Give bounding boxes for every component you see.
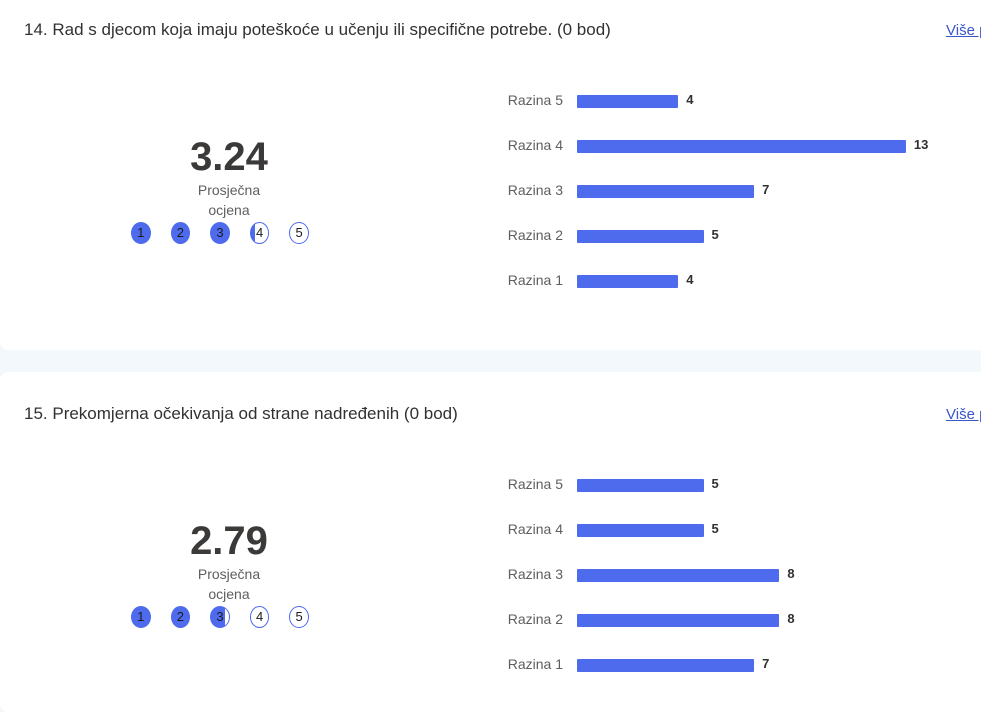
bar-label: Razina 4 [507, 137, 563, 153]
bar-row: Razina 4 5 [480, 521, 980, 566]
rating-dot-3: 3 [210, 222, 230, 244]
bar-row: Razina 1 7 [480, 656, 980, 701]
bar-label: Razina 3 [507, 182, 563, 198]
average-rating-block: 2.79 Prosječna ocjena 1 2 3 4 5 [129, 518, 329, 628]
bar-count-label: 8 [787, 611, 795, 626]
bar-row: Razina 4 13 [480, 137, 980, 182]
rating-dot-2: 2 [170, 606, 191, 628]
bar-label: Razina 5 [507, 476, 563, 492]
bar-row: Razina 3 8 [480, 566, 980, 611]
average-rating-label: Prosječna ocjena [197, 566, 261, 602]
bar [577, 185, 755, 198]
bar-count-label: 7 [762, 182, 770, 197]
bar-count-label: 7 [762, 656, 770, 671]
rating-dot-5: 5 [289, 606, 309, 628]
rating-dot-4: 4 [249, 606, 270, 628]
bar-label: Razina 1 [507, 656, 563, 672]
bar-row: Razina 2 5 [480, 227, 980, 272]
average-rating-value: 2.79 [190, 519, 268, 563]
bar-count-label: 5 [711, 476, 719, 491]
bar-count-label: 13 [913, 137, 929, 152]
bar-row: Razina 1 4 [480, 272, 980, 317]
bar [577, 569, 780, 582]
bar-row: Razina 2 8 [480, 611, 980, 656]
rating-dot-5: 5 [289, 222, 309, 244]
bar [577, 479, 704, 492]
question-title: 14. Rad s djecom koja imaju poteškoće u … [24, 20, 611, 39]
rating-dot-1: 1 [131, 606, 151, 628]
average-rating-block: 3.24 Prosječna ocjena 1 2 3 4 5 [129, 134, 329, 244]
bar [577, 524, 704, 537]
question-card-15: 15. Prekomjerna očekivanja od strane nad… [0, 372, 981, 712]
rating-dot-4: 4 [249, 222, 270, 244]
rating-dots: 1 2 3 4 5 [129, 222, 329, 244]
bar-label: Razina 2 [507, 611, 563, 627]
average-rating-label: Prosječna ocjena [197, 182, 261, 218]
bar-count-label: 4 [686, 92, 694, 107]
rating-dot-1: 1 [131, 222, 151, 244]
rating-dot-3: 3 [210, 606, 230, 628]
bar-row: Razina 3 7 [480, 182, 980, 227]
question-title: 15. Prekomjerna očekivanja od strane nad… [24, 404, 458, 423]
more-details-link[interactable]: Više p [946, 22, 981, 39]
average-rating-value: 3.24 [190, 135, 268, 179]
more-details-link[interactable]: Više p [946, 406, 981, 423]
bar-label: Razina 4 [507, 521, 563, 537]
rating-dot-2: 2 [170, 222, 191, 244]
rating-distribution-chart: Razina 5 5 Razina 4 5 Razina 3 8 Razina 2 8 Razi… [480, 476, 980, 701]
bar-label: Razina 5 [507, 92, 563, 108]
rating-dots: 1 2 3 4 5 [129, 606, 329, 628]
bar-label: Razina 1 [507, 272, 563, 288]
bar [577, 614, 780, 627]
bar-row: Razina 5 5 [480, 476, 980, 521]
bar-count-label: 5 [711, 227, 719, 242]
rating-distribution-chart: Razina 5 4 Razina 4 13 Razina 3 7 Razina 2 5 Raz… [480, 92, 980, 317]
bar-row: Razina 5 4 [480, 92, 980, 137]
bar-label: Razina 2 [507, 227, 563, 243]
bar-count-label: 8 [787, 566, 795, 581]
bar-label: Razina 3 [507, 566, 563, 582]
bar-count-label: 4 [686, 272, 694, 287]
bar [577, 140, 906, 153]
bar [577, 95, 679, 108]
bar [577, 659, 755, 672]
bar [577, 275, 679, 288]
question-card-14: 14. Rad s djecom koja imaju poteškoće u … [0, 0, 981, 350]
bar-count-label: 5 [711, 521, 719, 536]
bar [577, 230, 704, 243]
